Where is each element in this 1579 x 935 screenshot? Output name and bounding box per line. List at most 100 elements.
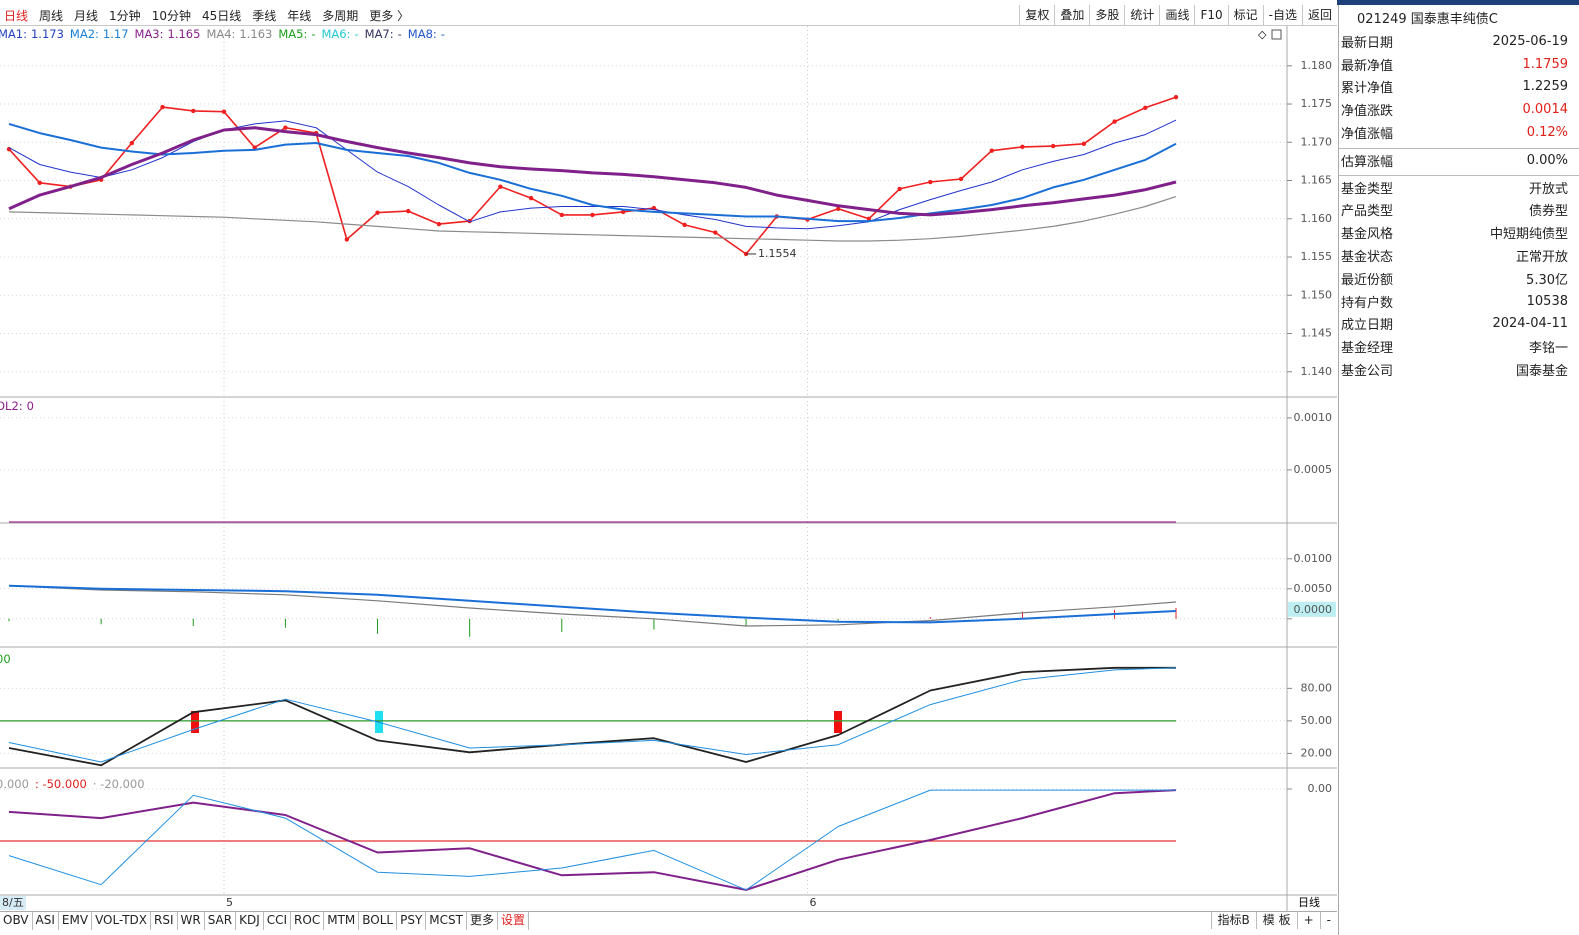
legend-value: - — [354, 27, 359, 41]
tool-button[interactable]: 画线 — [1159, 5, 1194, 25]
info-label: 累计净值 — [1341, 81, 1394, 97]
info-row: 最近份额 5.30亿 — [1339, 267, 1579, 290]
point — [37, 180, 42, 186]
period-tab[interactable]: 多周期 — [322, 9, 359, 23]
period-tab[interactable]: 季线 — [252, 9, 277, 23]
indicator-tab[interactable]: 更多 — [467, 912, 498, 930]
period-tab[interactable]: 年线 — [287, 9, 312, 23]
info-value: 2024-04-11 — [1492, 316, 1568, 332]
tool-button[interactable]: F10 — [1194, 5, 1227, 25]
indicator-tab[interactable]: 设置 — [498, 912, 530, 930]
tool-button[interactable]: 多股 — [1089, 5, 1124, 25]
y-tick-label: 0.00 — [1308, 782, 1333, 795]
info-row: 基金风格 中短期纯债型 — [1339, 221, 1579, 244]
info-row: 基金公司 国泰基金 — [1339, 358, 1579, 381]
legend: 00 — [0, 652, 11, 666]
tool-button[interactable]: 标记 — [1227, 5, 1263, 25]
info-label: 持有户数 — [1341, 295, 1394, 311]
icon[interactable]: ◇ — [1258, 28, 1267, 41]
y-tick-label: 0.0000 — [1294, 603, 1333, 616]
point — [1112, 119, 1117, 124]
legend-name: OL2: — [0, 399, 23, 413]
indicator-tab[interactable]: SAR — [205, 912, 237, 930]
point — [283, 125, 288, 130]
icon[interactable] — [1271, 29, 1282, 40]
legend-item: MA1: 1.173 — [0, 27, 64, 41]
legend-name: MA2: — [69, 27, 99, 41]
indicator-tab[interactable]: EMV — [59, 912, 93, 930]
series-line — [8, 667, 1177, 763]
period-tab[interactable]: 1分钟 — [109, 9, 141, 23]
period-tabs: 日线 周线 月线 1分钟 10分钟 45日线 季线 年线 多周期 更多 〉 — [4, 7, 409, 24]
series-line — [8, 789, 1176, 891]
info-value: 10538 — [1526, 293, 1568, 309]
point — [682, 222, 687, 228]
tool-button[interactable]: 统计 — [1124, 5, 1159, 25]
legend-name: MA6: — [321, 27, 351, 41]
point — [1050, 143, 1056, 149]
info-label: 基金状态 — [1341, 250, 1394, 266]
y-tick-label: 1.160 — [1301, 212, 1333, 225]
info-row: 最新日期 2025-06-19 — [1339, 30, 1579, 53]
buy-signal — [834, 711, 842, 733]
tab-button[interactable]: 模 板 — [1255, 912, 1297, 929]
period-tab[interactable]: 周线 — [39, 9, 64, 23]
info-value: 1.2259 — [1522, 79, 1569, 95]
info-row: 基金状态 正常开放 — [1339, 244, 1579, 267]
indicator-tab[interactable]: WR — [178, 912, 205, 930]
info-value: 中短期纯债型 — [1489, 227, 1568, 243]
point — [498, 184, 503, 189]
point — [897, 186, 902, 192]
legend-value: - — [311, 27, 316, 41]
point — [160, 104, 165, 110]
legend-item: MA6: - — [322, 27, 359, 41]
tool-buttons: 复权 叠加 多股 统计 画线 F10 标记 -自选 返回 — [1019, 5, 1337, 25]
tool-button[interactable]: 复权 — [1019, 5, 1054, 25]
fund-title: 021249 国泰惠丰纯债C — [1357, 12, 1498, 27]
info-label: 基金类型 — [1341, 181, 1394, 197]
tab-button[interactable]: + — [1296, 912, 1320, 929]
indicator-tab[interactable]: MTM — [324, 912, 360, 930]
indicator-tab[interactable]: BOLL — [359, 912, 398, 930]
legend-item: : -50.000 — [35, 777, 87, 791]
period-tab[interactable]: 10分钟 — [151, 9, 191, 23]
point — [928, 179, 933, 185]
tool-button[interactable]: -自选 — [1262, 5, 1302, 25]
indicator-tab[interactable]: MCST — [426, 912, 467, 930]
info-value: 国泰基金 — [1515, 364, 1568, 380]
indicator-tab[interactable]: RSI — [151, 912, 178, 930]
y-tick-label: 0.0005 — [1294, 463, 1333, 476]
info-value: 正常开放 — [1515, 250, 1568, 266]
tab-button[interactable]: 指标B — [1210, 912, 1256, 929]
point — [375, 210, 380, 215]
indicator-tab[interactable]: ASI — [33, 912, 59, 930]
y-tick-label: 1.145 — [1301, 327, 1333, 340]
tool-button[interactable]: 返回 — [1301, 5, 1337, 25]
tool-button[interactable]: 叠加 — [1054, 5, 1089, 25]
info-label: 最新日期 — [1341, 35, 1394, 51]
info-value: 2025-06-19 — [1492, 33, 1568, 49]
indicator-tab[interactable]: CCI — [264, 912, 292, 930]
indicator-tab[interactable]: ROC — [291, 912, 325, 930]
indicator-tab[interactable]: PSY — [397, 912, 427, 930]
tab-button[interactable]: - — [1319, 912, 1337, 929]
indicator-tab[interactable]: KDJ — [236, 912, 264, 930]
chart-background — [0, 0, 1337, 911]
y-tick-label: 20.00 — [1301, 746, 1333, 759]
series-line — [8, 122, 1177, 223]
legend-value: 1.163 — [239, 27, 273, 41]
x-tick-label: 5 — [226, 896, 233, 909]
indicator-tab[interactable]: VOL-TDX — [92, 912, 151, 930]
y-tick-label: 1.175 — [1301, 97, 1333, 110]
info-row: 持有户数 10538 — [1339, 290, 1579, 313]
period-tab[interactable]: 45日线 — [201, 9, 242, 23]
period-tab[interactable]: 更多 〉 — [369, 9, 410, 23]
date-box — [0, 896, 26, 910]
period-tab[interactable]: 月线 — [74, 9, 99, 23]
period-tab[interactable]: 日线 — [4, 9, 29, 23]
y-tick-label: 1.170 — [1301, 135, 1333, 148]
info-value: 李铭一 — [1528, 341, 1568, 357]
indicator-tab[interactable]: OBV — [0, 912, 33, 930]
series-line — [8, 196, 1177, 242]
info-row: 净值涨幅 0.12% — [1339, 121, 1579, 144]
